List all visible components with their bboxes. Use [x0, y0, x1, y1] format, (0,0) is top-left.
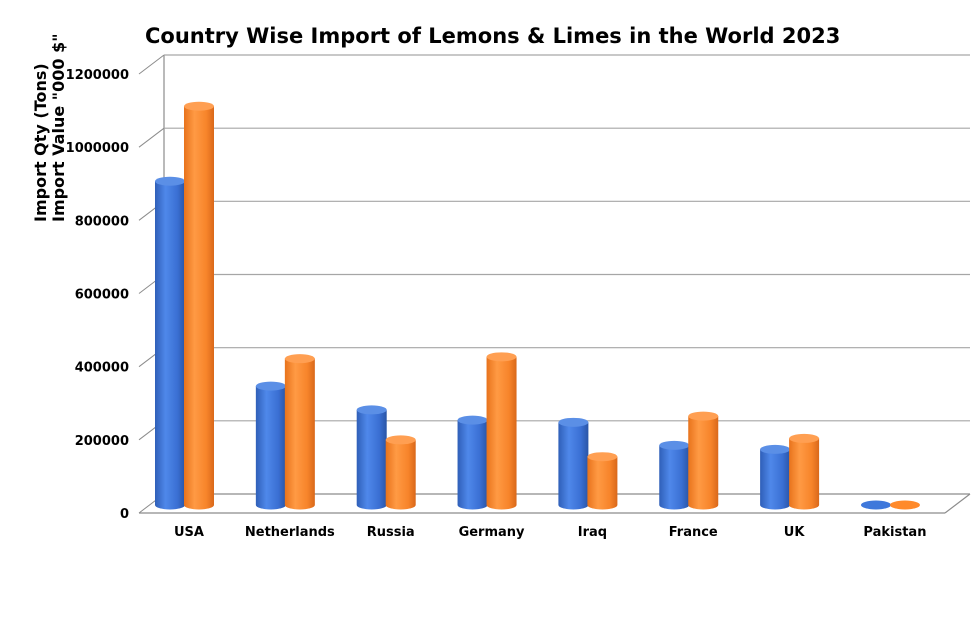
- y-tick-connector: [138, 54, 165, 75]
- bar-body: [789, 438, 820, 510]
- y-tick-label: 0: [120, 507, 129, 522]
- bar-body: [659, 445, 690, 510]
- bar-top: [155, 176, 185, 186]
- bar-pakistan-series-1: [860, 500, 891, 510]
- bar-top: [457, 415, 488, 425]
- y-tick-label: 400000: [75, 361, 129, 376]
- x-tick-label: Iraq: [578, 525, 607, 540]
- y-axis-label-line-2: Import Value "000 $": [49, 33, 68, 222]
- bar-pakistan-series-2: [889, 500, 920, 510]
- bar-body: [385, 439, 416, 510]
- bar-body: [688, 416, 719, 510]
- bar-top: [688, 411, 719, 421]
- x-tick-label: USA: [174, 525, 204, 540]
- bar-france-series-2: [688, 411, 719, 510]
- y-tick-label: 800000: [75, 214, 129, 229]
- bar-russia-series-2: [385, 435, 416, 510]
- x-tick-label: Netherlands: [245, 525, 335, 540]
- x-tick-label: UK: [784, 525, 806, 540]
- bar-france-series-1: [659, 440, 690, 510]
- bar-body: [155, 181, 185, 510]
- x-tick-label: France: [669, 525, 718, 540]
- bar-netherlands-series-1: [255, 381, 286, 510]
- bar-top: [760, 444, 791, 454]
- bars: [155, 101, 920, 510]
- x-tick-label: Germany: [459, 525, 525, 540]
- bar-uk-series-1: [760, 444, 791, 510]
- y-tick-connector: [138, 127, 165, 148]
- bar-top: [284, 354, 315, 364]
- bar-body: [760, 449, 791, 510]
- bar-top: [789, 433, 820, 443]
- x-tick-label: Pakistan: [863, 525, 926, 540]
- bar-top: [860, 500, 891, 510]
- y-axis-ticks: 0 200000 400000 600000 800000 1000000 1200000: [66, 68, 129, 522]
- y-axis-label-line-1: Import Qty (Tons): [31, 63, 50, 222]
- bar-body: [558, 422, 589, 510]
- bar-top: [385, 435, 416, 445]
- bar-netherlands-series-2: [284, 354, 315, 510]
- y-axis-label: Import Qty (Tons) Import Value "000 $": [31, 33, 68, 222]
- bar-top: [486, 352, 517, 362]
- chart-title: Country Wise Import of Lemons & Limes in…: [145, 24, 840, 48]
- bar-top: [184, 101, 214, 111]
- bar-top: [255, 381, 286, 391]
- x-tick-label: Russia: [367, 525, 415, 540]
- bar-body: [184, 106, 214, 510]
- bar-uk-series-2: [789, 433, 820, 510]
- bar-germany-series-2: [486, 352, 517, 510]
- bar-top: [356, 405, 387, 415]
- bar-usa-series-1: [155, 176, 185, 510]
- bar-top: [659, 440, 690, 450]
- y-tick-label: 200000: [75, 434, 129, 449]
- bar-top: [889, 500, 920, 510]
- bar-body: [587, 456, 618, 510]
- bar-body: [486, 356, 517, 510]
- bar-top: [587, 452, 618, 462]
- bar-top: [558, 417, 589, 427]
- bar-body: [255, 386, 286, 510]
- bar-iraq-series-2: [587, 452, 618, 510]
- bar-body: [356, 409, 387, 510]
- x-axis-ticks: USA Netherlands Russia Germany Iraq France UK P…: [174, 525, 926, 540]
- bar-russia-series-1: [356, 405, 387, 510]
- bar-iraq-series-1: [558, 417, 589, 510]
- bar-body: [284, 358, 315, 510]
- y-tick-label: 600000: [75, 288, 129, 303]
- bar-body: [457, 420, 488, 510]
- bar-usa-series-2: [184, 101, 214, 510]
- y-tick-label: 1000000: [66, 141, 129, 156]
- y-tick-label: 1200000: [66, 68, 129, 83]
- bar-germany-series-1: [457, 415, 488, 510]
